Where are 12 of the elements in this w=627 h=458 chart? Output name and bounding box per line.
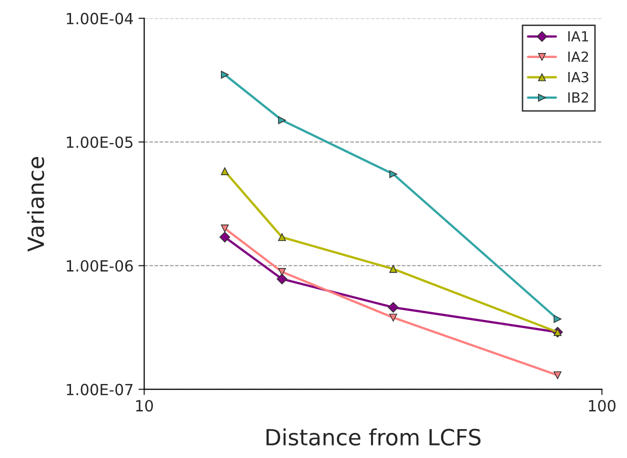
legend-label: IA2 bbox=[568, 51, 588, 62]
legend-label: IA3 bbox=[568, 72, 588, 82]
y-tick-label: 1.00E-07 bbox=[66, 384, 132, 396]
legend-label: IB2 bbox=[568, 92, 588, 103]
y-axis-title: Variance bbox=[26, 156, 44, 252]
y-tick-label: 1.00E-05 bbox=[66, 136, 132, 148]
x-axis-title: Distance from LCFS bbox=[266, 428, 481, 446]
x-tick-label: 10 bbox=[136, 400, 153, 412]
y-tick-label: 1.00E-04 bbox=[66, 12, 133, 24]
legend-label: IA1 bbox=[568, 31, 588, 42]
x-tick-label: 100 bbox=[589, 400, 616, 412]
y-tick-label: 1.00E-06 bbox=[66, 260, 133, 272]
